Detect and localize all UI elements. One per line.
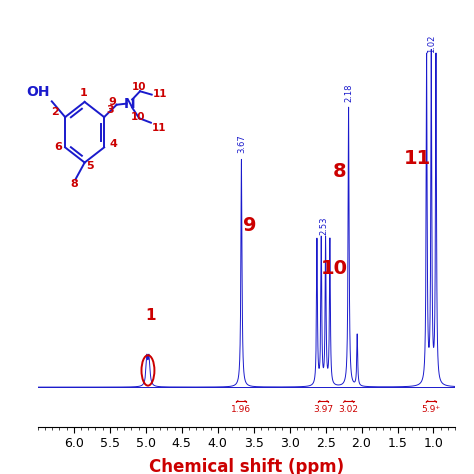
Text: 2.53: 2.53 xyxy=(319,217,328,235)
Text: 8: 8 xyxy=(333,162,347,181)
Text: 3.67: 3.67 xyxy=(237,135,246,153)
X-axis label: Chemical shift (ppm): Chemical shift (ppm) xyxy=(149,458,344,474)
Text: 10: 10 xyxy=(321,259,348,278)
Text: 11: 11 xyxy=(404,149,431,168)
Text: 3.97: 3.97 xyxy=(313,405,334,414)
Text: 1.96: 1.96 xyxy=(231,405,252,414)
Text: 3.02: 3.02 xyxy=(338,405,359,414)
Text: 1: 1 xyxy=(146,308,156,323)
Text: 5.9⁺: 5.9⁺ xyxy=(422,405,441,414)
Text: 2.18: 2.18 xyxy=(344,83,353,102)
Text: 9: 9 xyxy=(243,216,257,235)
Text: 1.02: 1.02 xyxy=(427,35,436,53)
